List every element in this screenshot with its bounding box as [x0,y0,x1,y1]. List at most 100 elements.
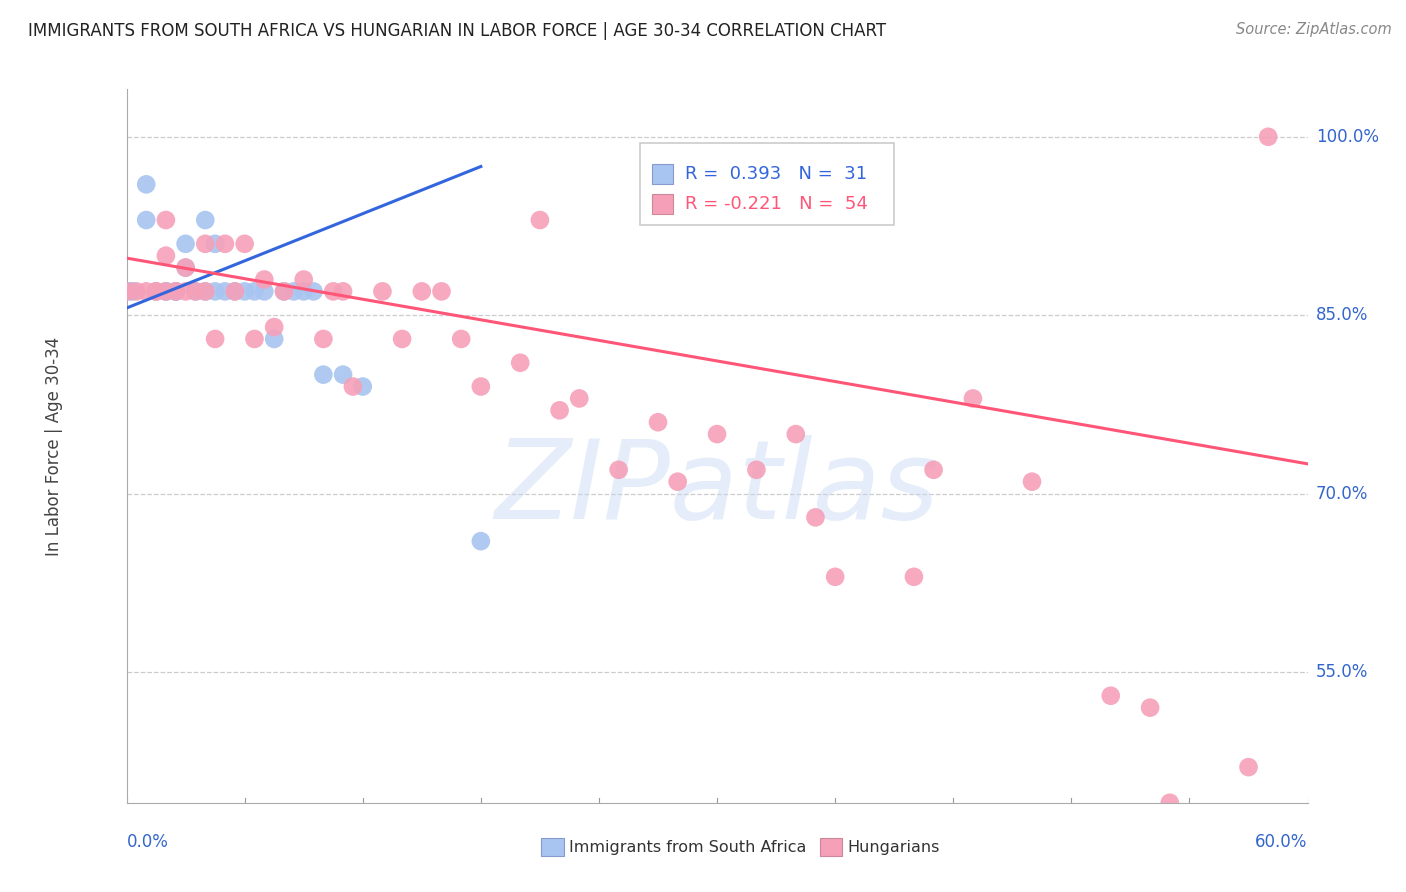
Text: In Labor Force | Age 30-34: In Labor Force | Age 30-34 [45,336,63,556]
Text: 70.0%: 70.0% [1316,484,1368,502]
Point [194,213,217,227]
Point [568,392,591,406]
Point [174,285,197,299]
Point [233,236,256,251]
Point [155,249,177,263]
Point [204,236,226,251]
Point [214,285,236,299]
Point [312,332,335,346]
Point [135,213,157,227]
Point [1021,475,1043,489]
Point [135,178,157,192]
Point [115,285,138,299]
Text: Immigrants from South Africa: Immigrants from South Africa [569,840,807,855]
Bar [652,194,673,214]
Point [243,285,266,299]
Point [243,332,266,346]
Text: 55.0%: 55.0% [1316,663,1368,681]
Point [253,272,276,286]
Point [174,236,197,251]
Text: 100.0%: 100.0% [1316,128,1379,145]
Point [824,570,846,584]
Point [647,415,669,429]
Point [1257,129,1279,144]
Point [253,285,276,299]
Point [155,285,177,299]
Point [224,285,246,299]
Point [332,368,354,382]
Point [165,285,187,299]
Text: Hungarians: Hungarians [848,840,941,855]
Point [273,285,295,299]
Point [706,427,728,442]
Point [194,285,217,299]
Point [332,285,354,299]
Point [155,285,177,299]
Point [430,285,453,299]
Point [204,285,226,299]
Bar [652,164,673,184]
Point [342,379,364,393]
Point [785,427,807,442]
Point [184,285,207,299]
Point [391,332,413,346]
Point [145,285,167,299]
Point [263,332,285,346]
Point [745,463,768,477]
Point [470,534,492,549]
Point [224,285,246,299]
Text: IMMIGRANTS FROM SOUTH AFRICA VS HUNGARIAN IN LABOR FORCE | AGE 30-34 CORRELATION: IMMIGRANTS FROM SOUTH AFRICA VS HUNGARIA… [28,22,886,40]
Point [184,285,207,299]
Text: R = -0.221   N =  54: R = -0.221 N = 54 [685,195,868,213]
Point [273,285,295,299]
Text: 60.0%: 60.0% [1256,833,1308,851]
Text: 85.0%: 85.0% [1316,306,1368,324]
Point [962,392,984,406]
Text: R =  0.393   N =  31: R = 0.393 N = 31 [685,165,868,183]
Point [666,475,689,489]
Point [1139,700,1161,714]
Point [121,285,143,299]
Point [155,285,177,299]
Point [292,285,315,299]
Point [922,463,945,477]
Point [322,285,344,299]
Point [470,379,492,393]
Point [214,236,236,251]
Point [263,320,285,334]
Point [120,285,142,299]
Point [165,285,187,299]
Point [804,510,827,524]
Point [155,213,177,227]
Point [352,379,374,393]
Point [411,285,433,299]
Point [283,285,305,299]
Point [548,403,571,417]
Point [174,260,197,275]
Point [529,213,551,227]
FancyBboxPatch shape [640,143,894,225]
Point [204,332,226,346]
Text: Source: ZipAtlas.com: Source: ZipAtlas.com [1236,22,1392,37]
Point [371,285,394,299]
Point [1099,689,1122,703]
Point [607,463,630,477]
Point [450,332,472,346]
Point [1237,760,1260,774]
Point [165,285,187,299]
Point [302,285,325,299]
Point [292,272,315,286]
Point [135,285,157,299]
Point [145,285,167,299]
Point [509,356,531,370]
Point [903,570,925,584]
Point [312,368,335,382]
Text: 0.0%: 0.0% [127,833,169,851]
Point [194,285,217,299]
Text: ZIPatlas: ZIPatlas [495,435,939,542]
Point [194,236,217,251]
Point [165,285,187,299]
Point [174,260,197,275]
Point [125,285,148,299]
Point [145,285,167,299]
